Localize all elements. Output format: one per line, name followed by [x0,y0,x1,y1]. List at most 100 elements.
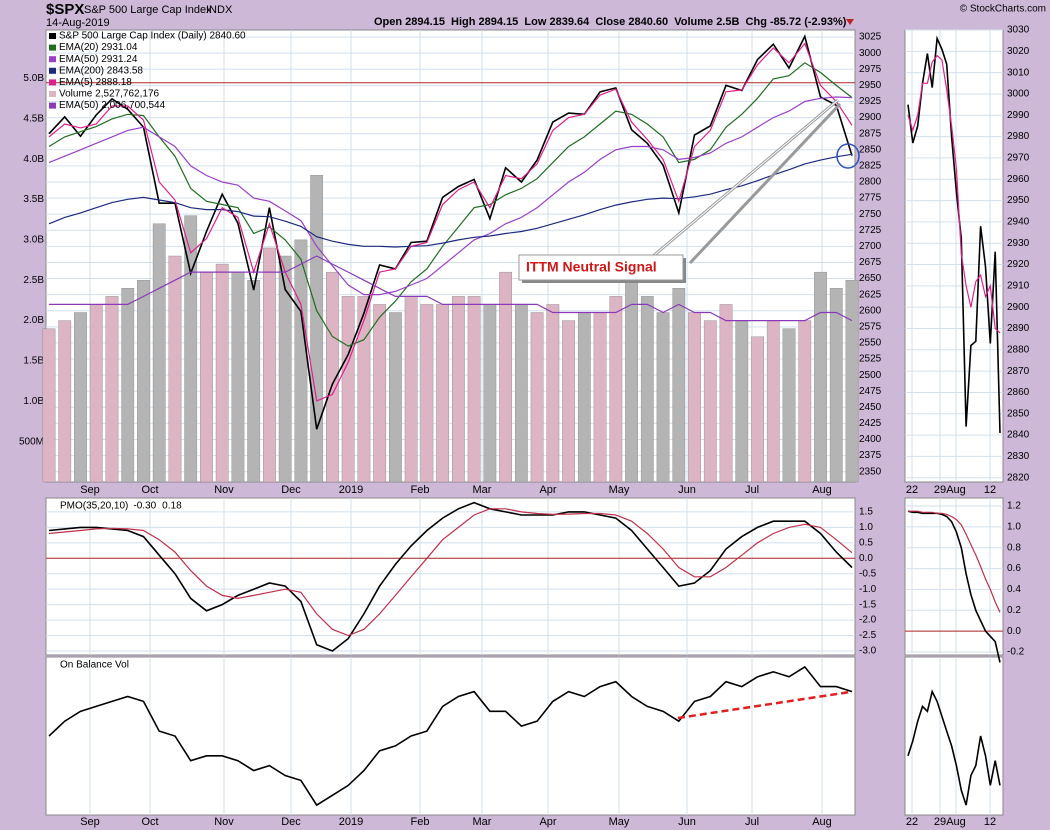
volume-bar [247,280,261,483]
y2-tick-label: 1.5B [23,356,44,367]
y-tick-label: 2850 [1007,408,1030,419]
x-tick-label: Dec [281,816,301,828]
y-tick-label: 2880 [1007,344,1030,355]
legend-entry: 0.18 [162,501,182,512]
volume-bar [357,296,371,483]
y-tick-label: 2425 [859,418,882,429]
volume-bar [562,320,575,483]
volume-bar [89,304,103,483]
x-tick-label: Aug [946,816,966,828]
y2-tick-label: 3.5B [23,194,44,205]
x-tick-label: Jun [678,484,696,496]
y-tick-label: 2875 [859,128,882,139]
legend-entry: EMA(50) 2931.24 [59,54,138,65]
price-panel [45,29,856,483]
x-tick-label: Mar [473,816,492,828]
arrow [688,102,842,265]
y-tick-label: 2870 [1007,366,1030,377]
volume-bar [326,271,339,483]
legend-entry: EMA(200) 2843.58 [59,65,143,76]
arrow-highlight [651,99,839,258]
volume-bar [751,336,764,483]
y-tick-label: 2550 [859,338,882,349]
volume-bar [735,320,749,483]
volume-bar [782,328,796,483]
volume-bar [137,280,150,483]
zoom-price-panel [904,29,1004,483]
y-tick-label: 1.0 [859,522,873,533]
series-line [907,689,1001,806]
x-tick-label: 22 [906,484,918,496]
y-tick-label: 2525 [859,354,882,365]
volume-bar [310,175,324,483]
y-tick-label: 3000 [1007,89,1030,100]
x-tick-label: Apr [539,816,556,828]
volume-bar [278,255,292,483]
y2-tick-label: 500M [19,436,44,447]
volume-bar [42,328,56,483]
volume-bar [845,280,859,483]
y-tick-label: 2890 [1007,323,1030,334]
volume-bar [514,304,528,483]
legend-entry: S&P 500 Large Cap Index (Daily) 2840.60 [59,31,246,42]
volume-bar [389,312,402,483]
y-tick-label: 2970 [1007,153,1030,164]
y-tick-label: 2860 [1007,387,1030,398]
volume-bar [467,296,481,483]
y-tick-label: 2980 [1007,131,1030,142]
y-tick-label: -1.5 [859,599,877,610]
volume-bar [263,247,276,483]
series-line [48,96,853,296]
volume-bar [436,304,450,483]
x-tick-label: Jul [745,484,759,496]
y-tick-label: 2400 [859,434,882,445]
y-tick-label: 2900 [859,112,882,123]
volume-bar [829,288,843,483]
legend-entry: EMA(5) 2888.18 [59,77,132,88]
pmo-panel [45,497,856,656]
y-tick-label: 2375 [859,450,882,461]
y-tick-label: 2800 [859,177,882,188]
volume-bar [105,296,119,483]
x-tick-label: 22 [906,816,918,828]
y-tick-label: 2500 [859,370,882,381]
volume-bar [609,296,623,483]
annotation-box [518,254,684,281]
y2-tick-label: 3.0B [23,234,44,245]
volume-bar [798,320,812,483]
y-tick-label: 1.5 [859,507,873,518]
volume-bar [593,312,607,483]
y2-tick-label: 2.0B [23,315,44,326]
legend-entry: -0.30 [133,501,156,512]
symbol: $SPX [46,1,84,18]
y-tick-label: 0.6 [1007,563,1021,574]
legend-swatch [49,102,56,109]
y-tick-label: 0.8 [1007,542,1021,553]
down-arrow [846,19,854,25]
y-tick-label: 0.0 [859,553,873,564]
x-tick-label: May [609,816,630,828]
y-tick-label: 2825 [859,160,882,171]
y-tick-label: 2475 [859,386,882,397]
x-tick-label: Feb [411,484,430,496]
volume-bar [341,296,355,483]
x-tick-label: 29 [934,484,946,496]
x-tick-label: Dec [281,484,301,496]
y-tick-label: -2.0 [859,615,877,626]
y-tick-label: 2675 [859,257,882,268]
series-line [907,54,1001,334]
zoom-obv-panel [904,656,1004,816]
y2-tick-label: 4.5B [23,113,44,124]
volume-bar [688,312,701,483]
y-tick-label: 2750 [859,209,882,220]
legend-swatch [49,67,56,74]
y-tick-label: 2775 [859,193,882,204]
y-tick-label: 2600 [859,305,882,316]
legend-swatch [49,44,56,51]
panel-title: On Balance Vol [60,660,129,671]
y-tick-label: 2950 [1007,195,1030,206]
y2-tick-label: 2.5B [23,275,44,286]
y-tick-label: 0.4 [1007,584,1021,595]
y-tick-label: 3010 [1007,67,1030,78]
volume-bar [200,271,213,483]
